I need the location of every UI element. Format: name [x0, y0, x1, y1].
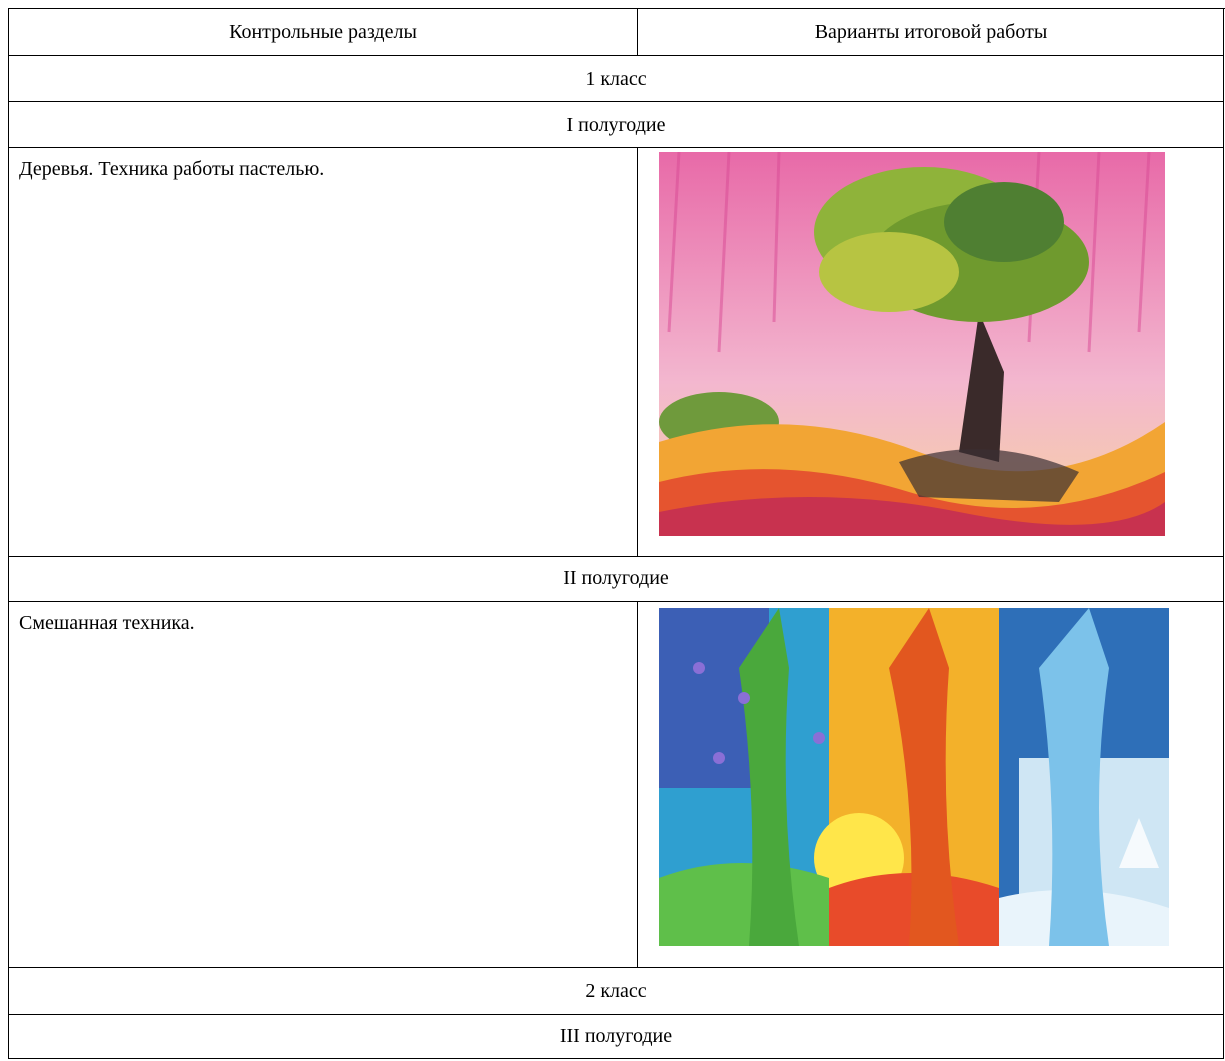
header-row: Контрольные разделы Варианты итоговой ра… — [9, 9, 1224, 56]
section-title: I полугодие — [566, 114, 666, 136]
section-title: 2 класс — [585, 980, 647, 1002]
section-title: 1 класс — [585, 68, 647, 90]
topic-cell: Смешанная техника. — [19, 612, 195, 634]
section-row: 2 класс — [9, 968, 1224, 1015]
section-title: III полугодие — [559, 1025, 673, 1047]
image-cell — [637, 148, 1224, 556]
mixed-technique-painting — [659, 608, 1169, 946]
section-title: II полугодие — [563, 567, 669, 589]
header-cell: Варианты итоговой работы — [637, 9, 1224, 55]
table: Контрольные разделы Варианты итоговой ра… — [8, 8, 1225, 1059]
section-row: III полугодие — [9, 1015, 1224, 1059]
section-row: I полугодие — [9, 102, 1224, 148]
image-cell — [637, 602, 1224, 967]
content-row: Деревья. Техника работы пастелью. — [9, 148, 1224, 557]
header-cell: Контрольные разделы — [229, 21, 417, 43]
section-row: II полугодие — [9, 557, 1224, 602]
section-row: 1 класс — [9, 56, 1224, 102]
content-row: Смешанная техника. — [9, 602, 1224, 968]
topic-cell: Деревья. Техника работы пастелью. — [19, 158, 325, 180]
pastel-tree-painting — [659, 152, 1165, 536]
